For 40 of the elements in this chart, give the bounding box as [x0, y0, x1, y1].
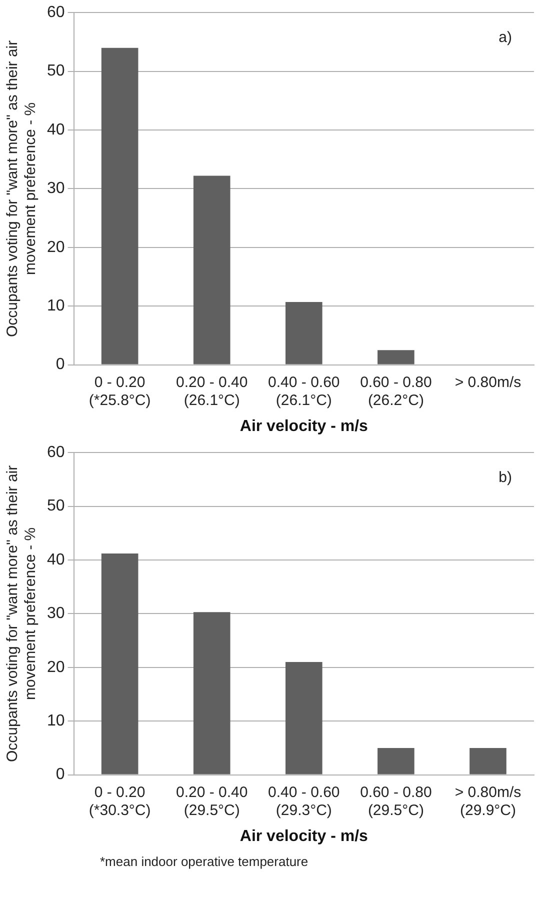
bar — [193, 612, 230, 774]
y-tick-label: 10 — [47, 712, 65, 730]
annotation: b) — [498, 469, 512, 486]
y-tick-label: 60 — [47, 4, 65, 22]
x-tick-label: 0 - 0.20 (*30.3°C) — [88, 784, 151, 819]
x-tick-label: 0.40 - 0.60 (29.3°C) — [268, 784, 340, 819]
y-tick-label: 50 — [47, 62, 65, 80]
x-axis-title: Air velocity - m/s — [240, 828, 368, 845]
annotation: a) — [498, 29, 512, 46]
bar — [470, 748, 506, 774]
bar — [285, 302, 322, 364]
x-tick-label: 0.20 - 0.40 (26.1°C) — [176, 374, 248, 409]
y-tick-label: 50 — [47, 498, 65, 515]
x-tick-label: 0 - 0.20 (*25.8°C) — [88, 374, 151, 409]
bar — [378, 748, 414, 774]
y-tick-label: 40 — [47, 551, 65, 568]
y-tick-label: 30 — [47, 180, 65, 198]
y-tick-label: 0 — [56, 356, 65, 374]
y-axis-title: Occupants voting for "want more" as their air movement preference - % — [4, 465, 40, 762]
y-axis-title: Occupants voting for "want more" as their air movement preference - % — [4, 40, 40, 338]
y-tick-label: 20 — [47, 658, 65, 676]
x-tick-label: 0.20 - 0.40 (29.5°C) — [176, 784, 248, 819]
bar — [285, 662, 322, 774]
bar — [193, 176, 230, 364]
y-tick-label: 20 — [47, 238, 65, 256]
bar — [101, 48, 138, 364]
x-tick-label: > 0.80m/s (29.9°C) — [454, 784, 522, 819]
y-tick-label: 10 — [47, 298, 65, 315]
y-tick-label: 30 — [47, 605, 65, 622]
bar — [378, 350, 414, 364]
x-tick-label: > 0.80m/s — [454, 374, 522, 391]
y-tick-label: 40 — [47, 121, 65, 138]
x-tick-label: 0.40 - 0.60 (26.1°C) — [268, 374, 340, 409]
x-tick-label: 0.60 - 0.80 (29.5°C) — [360, 784, 432, 819]
x-axis-title: Air velocity - m/s — [240, 418, 368, 435]
y-tick-label: 0 — [56, 766, 65, 784]
y-tick-label: 60 — [47, 444, 65, 462]
text: *mean indoor operative temperature — [100, 854, 310, 869]
x-tick-label: 0.60 - 0.80 (26.2°C) — [360, 374, 432, 409]
bar — [101, 554, 138, 774]
